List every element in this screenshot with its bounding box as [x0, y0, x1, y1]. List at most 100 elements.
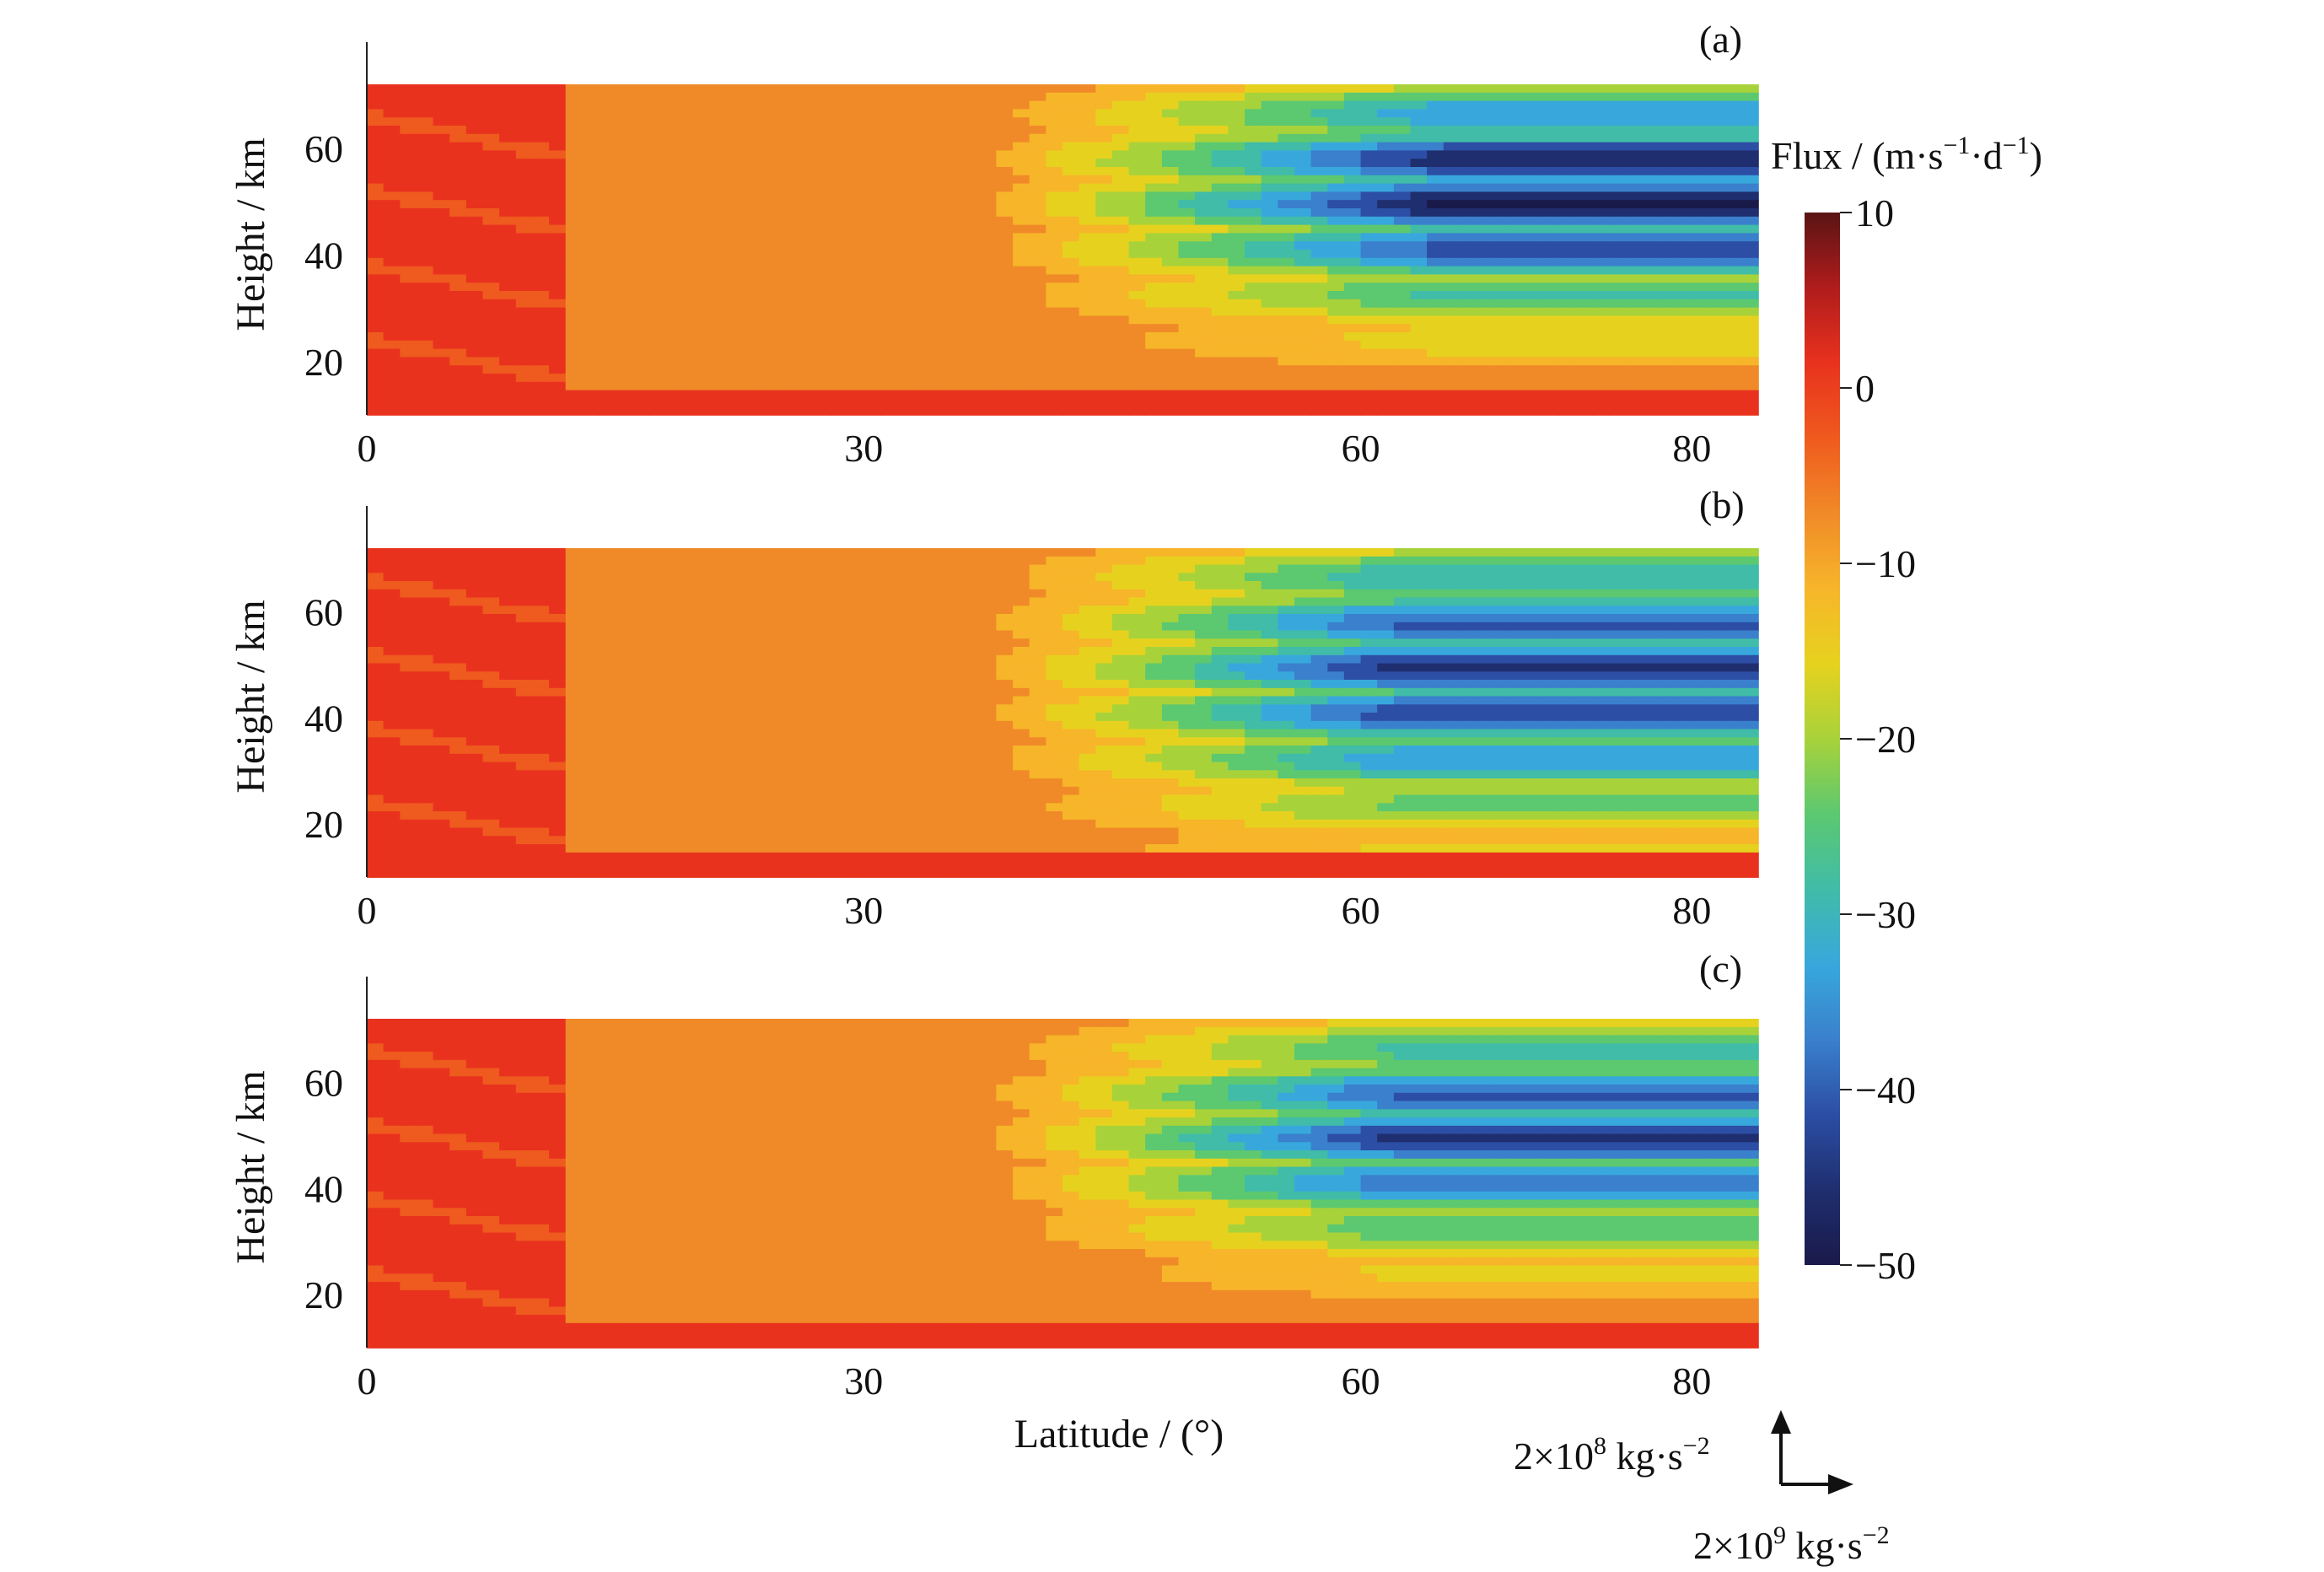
heatmap-cell [599, 869, 616, 878]
heatmap-cell [929, 844, 948, 853]
heatmap-cell [814, 827, 831, 837]
heatmap-cell [1195, 175, 1213, 185]
heatmap-cell [697, 581, 716, 590]
heatmap-cell [632, 836, 649, 845]
heatmap-cell [1393, 381, 1412, 391]
heatmap-cell [797, 654, 815, 665]
heatmap-cell [1724, 348, 1743, 358]
heatmap-cell [599, 307, 616, 317]
heatmap-cell [515, 720, 534, 730]
heatmap-cell [1741, 332, 1759, 342]
heatmap-cell [1111, 357, 1130, 366]
heatmap-cell [1410, 175, 1428, 185]
heatmap-cell [1675, 374, 1693, 383]
heatmap-cell [896, 365, 914, 374]
heatmap-cell [599, 680, 616, 689]
heatmap-cell [963, 241, 981, 250]
heatmap-cell [979, 671, 998, 681]
heatmap-cell [1427, 126, 1444, 135]
heatmap-cell [632, 142, 649, 152]
heatmap-cell [515, 241, 534, 250]
heatmap-cell [449, 581, 467, 590]
heatmap-cell [880, 654, 898, 665]
heatmap-cell [896, 836, 914, 845]
heatmap-cell [979, 622, 998, 632]
heatmap-cell [896, 654, 914, 665]
heatmap-cell [515, 606, 534, 615]
heatmap-cell [1625, 167, 1643, 176]
heatmap-cell [1360, 374, 1378, 383]
heatmap-cell [979, 638, 998, 648]
heatmap-cell [913, 348, 931, 358]
heatmap-cell [946, 233, 964, 242]
heatmap-cell [416, 606, 434, 615]
heatmap-cell [929, 84, 948, 94]
heatmap-cell [863, 142, 881, 152]
heatmap-cell [465, 573, 484, 582]
heatmap-cell [515, 827, 534, 837]
heatmap-cell [1029, 100, 1047, 110]
heatmap-cell [1195, 167, 1213, 176]
heatmap-cell [482, 589, 500, 599]
heatmap-cell [1161, 390, 1180, 400]
heatmap-cell [781, 307, 799, 317]
heatmap-cell [1245, 159, 1262, 168]
heatmap-cell [1410, 406, 1428, 416]
heatmap-cell [747, 357, 766, 366]
heatmap-cell [1741, 365, 1759, 374]
heatmap-cell [731, 357, 749, 366]
heatmap-cell [515, 283, 534, 292]
heatmap-cell [1294, 390, 1312, 400]
heatmap-cell [615, 315, 632, 325]
heatmap-cell [1443, 291, 1461, 300]
heatmap-cell [664, 746, 682, 755]
heatmap-cell [367, 357, 385, 366]
heatmap-cell [1360, 406, 1378, 416]
heatmap-cell [681, 811, 699, 821]
heatmap-cell [797, 852, 815, 862]
heatmap-cell [1245, 307, 1262, 317]
heatmap-cell [664, 142, 682, 152]
heatmap-cell [416, 398, 434, 407]
heatmap-cell [681, 348, 699, 358]
heatmap-cell [1724, 126, 1743, 135]
heatmap-cell [1327, 307, 1345, 317]
heatmap-cell [1013, 746, 1030, 755]
heatmap-cell [1079, 257, 1096, 267]
heatmap-cell [814, 746, 831, 755]
heatmap-cell [1592, 183, 1610, 193]
heatmap-cell [416, 241, 434, 250]
heatmap-cell [714, 406, 732, 416]
heatmap-cell [880, 647, 898, 656]
heatmap-cell [465, 606, 484, 615]
heatmap-cell [1509, 117, 1527, 127]
heatmap-cell [1095, 299, 1113, 309]
heatmap-cell [880, 622, 898, 632]
heatmap-cell [449, 266, 467, 276]
heatmap-cell [449, 390, 467, 400]
heatmap-cell [714, 357, 732, 366]
heatmap-cell [847, 159, 864, 168]
heatmap-cell [632, 183, 649, 193]
heatmap-cell [615, 92, 632, 102]
heatmap-cell [1526, 183, 1544, 193]
heatmap-cell [1062, 233, 1080, 242]
heatmap-cell [880, 167, 898, 176]
heatmap-cell [1659, 175, 1676, 185]
heatmap-cell [1278, 315, 1295, 325]
heatmap-cell [367, 191, 385, 201]
heatmap-cell [929, 283, 948, 292]
heatmap-cell [1228, 216, 1245, 226]
heatmap-cell [747, 398, 766, 407]
heatmap-cell [781, 573, 799, 582]
heatmap-cell [416, 266, 434, 276]
heatmap-cell [929, 622, 948, 632]
heatmap-cell [996, 589, 1014, 599]
heatmap-cell [582, 150, 600, 159]
heatmap-cell [1029, 556, 1047, 566]
heatmap-cell [416, 183, 434, 193]
heatmap-cell [664, 762, 682, 772]
heatmap-cell [1261, 224, 1279, 234]
heatmap-cell [615, 365, 632, 374]
heatmap-cell [797, 819, 815, 829]
